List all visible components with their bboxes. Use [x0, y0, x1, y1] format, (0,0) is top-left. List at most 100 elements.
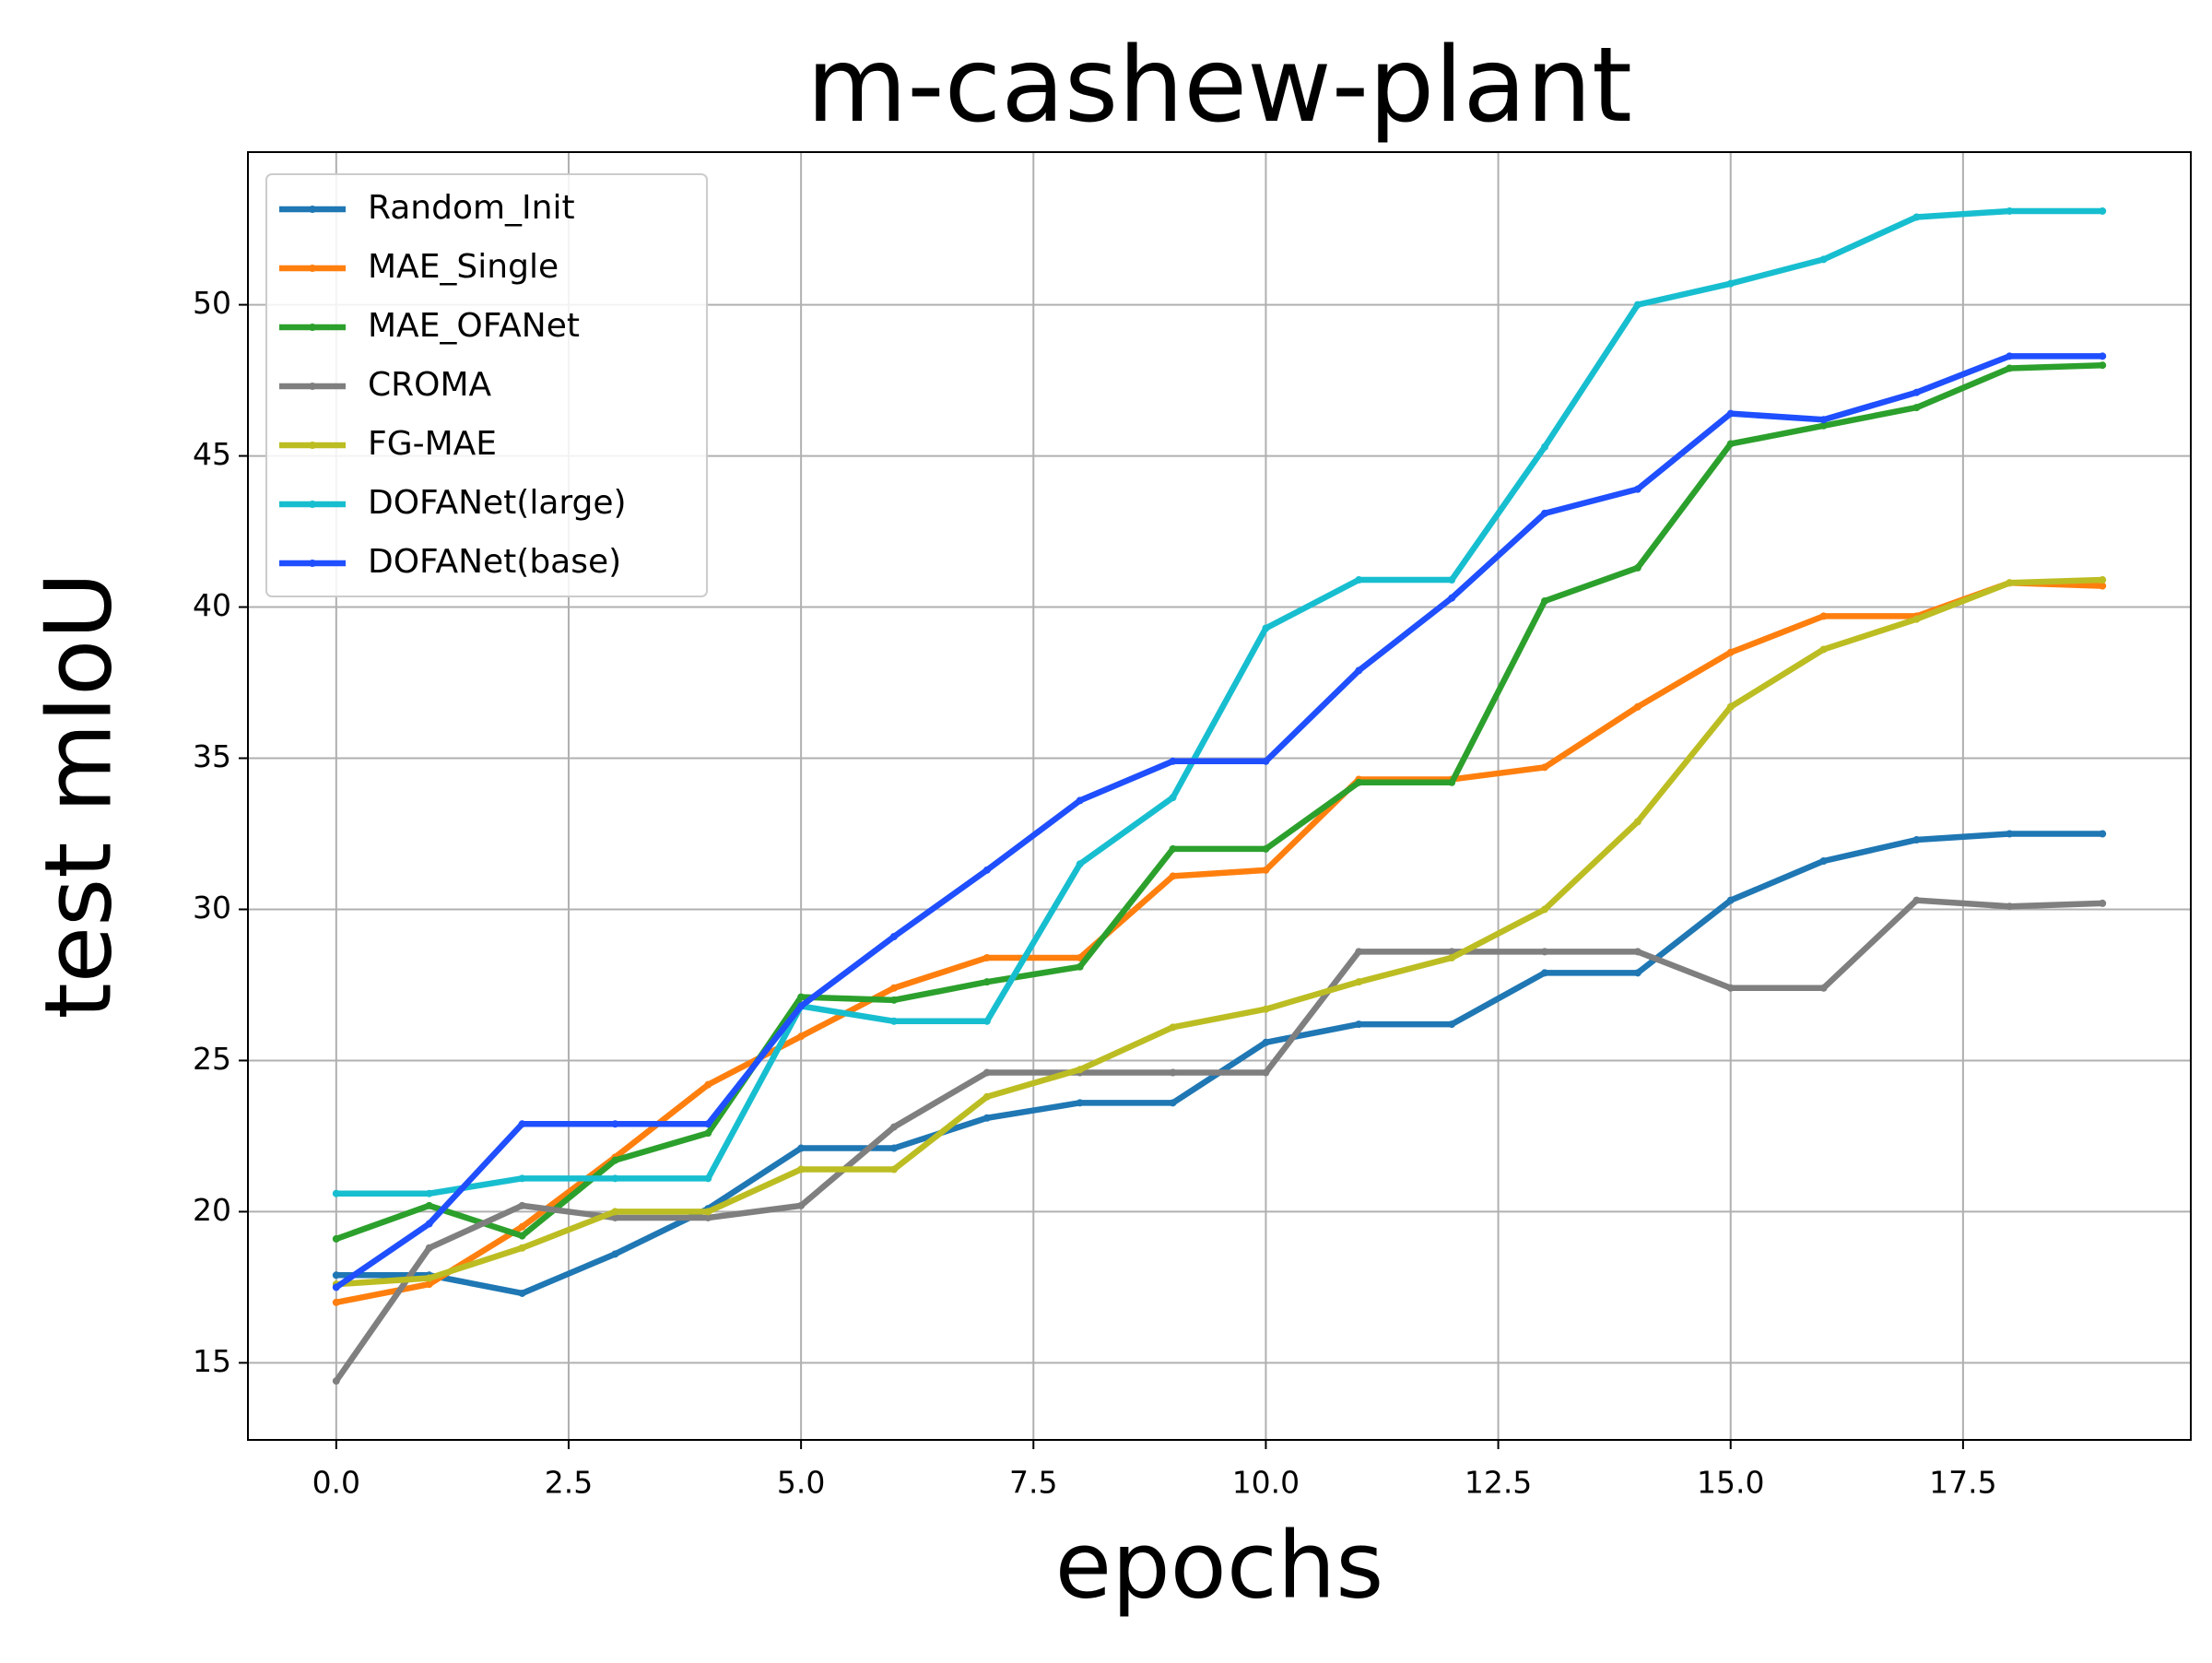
legend-label: FG-MAE: [368, 425, 497, 463]
series-line: [334, 353, 2103, 1291]
data-point: [1169, 1099, 1177, 1107]
data-point: [1448, 778, 1456, 786]
x-tick-label: 2.5: [545, 1465, 593, 1501]
data-point: [1355, 576, 1363, 584]
legend-marker: [309, 442, 316, 449]
data-point: [1169, 794, 1177, 802]
data-point: [1262, 1068, 1270, 1077]
data-point: [797, 1032, 806, 1041]
data-point: [1912, 615, 1921, 623]
data-point: [982, 1017, 991, 1025]
data-point: [1169, 757, 1177, 765]
x-tick-label: 10.0: [1232, 1465, 1300, 1501]
x-axis-label: epochs: [1055, 1511, 1384, 1619]
y-tick-label: 15: [193, 1343, 231, 1379]
data-point: [1169, 872, 1177, 880]
data-point: [1541, 596, 1549, 605]
legend-label: CROMA: [368, 366, 492, 404]
data-point: [518, 1222, 526, 1231]
data-point: [982, 1068, 991, 1077]
data-point: [425, 1189, 433, 1197]
data-point: [797, 1002, 806, 1010]
data-point: [982, 953, 991, 961]
data-point: [1912, 213, 1921, 221]
data-point: [518, 1289, 526, 1297]
legend-label: DOFANet(large): [368, 484, 627, 522]
data-point: [518, 1120, 526, 1128]
data-point: [1633, 948, 1641, 956]
y-tick-label: 45: [193, 436, 231, 472]
data-point: [1912, 388, 1921, 396]
data-point: [1541, 442, 1549, 451]
data-point: [1912, 836, 1921, 844]
chart-title: m-cashew-plant: [806, 26, 1632, 146]
data-point: [1448, 576, 1456, 584]
data-point: [518, 1174, 526, 1183]
y-tick-label: 40: [193, 587, 231, 623]
data-point: [982, 1114, 991, 1122]
data-point: [704, 1129, 712, 1138]
x-tick-label: 15.0: [1697, 1465, 1764, 1501]
data-point: [1819, 612, 1828, 620]
data-point: [425, 1244, 433, 1252]
data-point: [1633, 301, 1641, 309]
data-point: [332, 1271, 340, 1280]
data-point: [889, 1123, 898, 1131]
series-line: [334, 897, 2103, 1383]
data-point: [332, 1298, 340, 1306]
data-point: [1726, 440, 1735, 448]
data-point: [2099, 576, 2107, 584]
data-point: [611, 1213, 619, 1221]
x-tick-label: 7.5: [1009, 1465, 1057, 1501]
data-point: [425, 1280, 433, 1289]
data-point: [982, 978, 991, 986]
data-point: [889, 996, 898, 1004]
data-point: [1726, 409, 1735, 418]
data-point: [2006, 352, 2014, 360]
data-point: [889, 1144, 898, 1152]
data-point: [1819, 416, 1828, 424]
data-point: [704, 1174, 712, 1183]
data-point: [2099, 830, 2107, 838]
data-point: [1819, 857, 1828, 866]
x-tick-label: 5.0: [777, 1465, 825, 1501]
data-point: [2099, 899, 2107, 907]
legend-marker: [309, 560, 316, 567]
data-point: [1262, 1005, 1270, 1013]
data-point: [425, 1220, 433, 1228]
data-point: [2006, 364, 2014, 372]
data-point: [797, 1201, 806, 1209]
data-point: [704, 1120, 712, 1128]
data-point: [1541, 509, 1549, 517]
legend-marker: [309, 324, 316, 331]
x-tick-label: 12.5: [1465, 1465, 1532, 1501]
data-point: [982, 866, 991, 874]
series-line: [335, 576, 2103, 1288]
data-point: [704, 1208, 712, 1216]
data-point: [425, 1274, 433, 1282]
x-tick-label: 17.5: [1929, 1465, 1996, 1501]
data-point: [1819, 645, 1828, 654]
data-point: [611, 1120, 619, 1128]
data-point: [1262, 866, 1270, 874]
data-point: [1726, 896, 1735, 904]
data-point: [1076, 1099, 1084, 1107]
data-point: [1633, 485, 1641, 493]
data-point: [332, 1234, 340, 1243]
data-point: [518, 1232, 526, 1240]
series-line: [335, 580, 2103, 1305]
x-tick-label: 0.0: [312, 1465, 360, 1501]
data-point: [1633, 969, 1641, 977]
data-point: [332, 1377, 340, 1386]
data-point: [797, 1165, 806, 1174]
data-point: [2006, 902, 2014, 911]
data-point: [889, 984, 898, 992]
data-point: [611, 1156, 619, 1164]
data-point: [1819, 984, 1828, 992]
data-point: [889, 1165, 898, 1174]
data-point: [1633, 818, 1641, 826]
legend-box: [265, 173, 708, 597]
data-point: [1076, 796, 1084, 805]
